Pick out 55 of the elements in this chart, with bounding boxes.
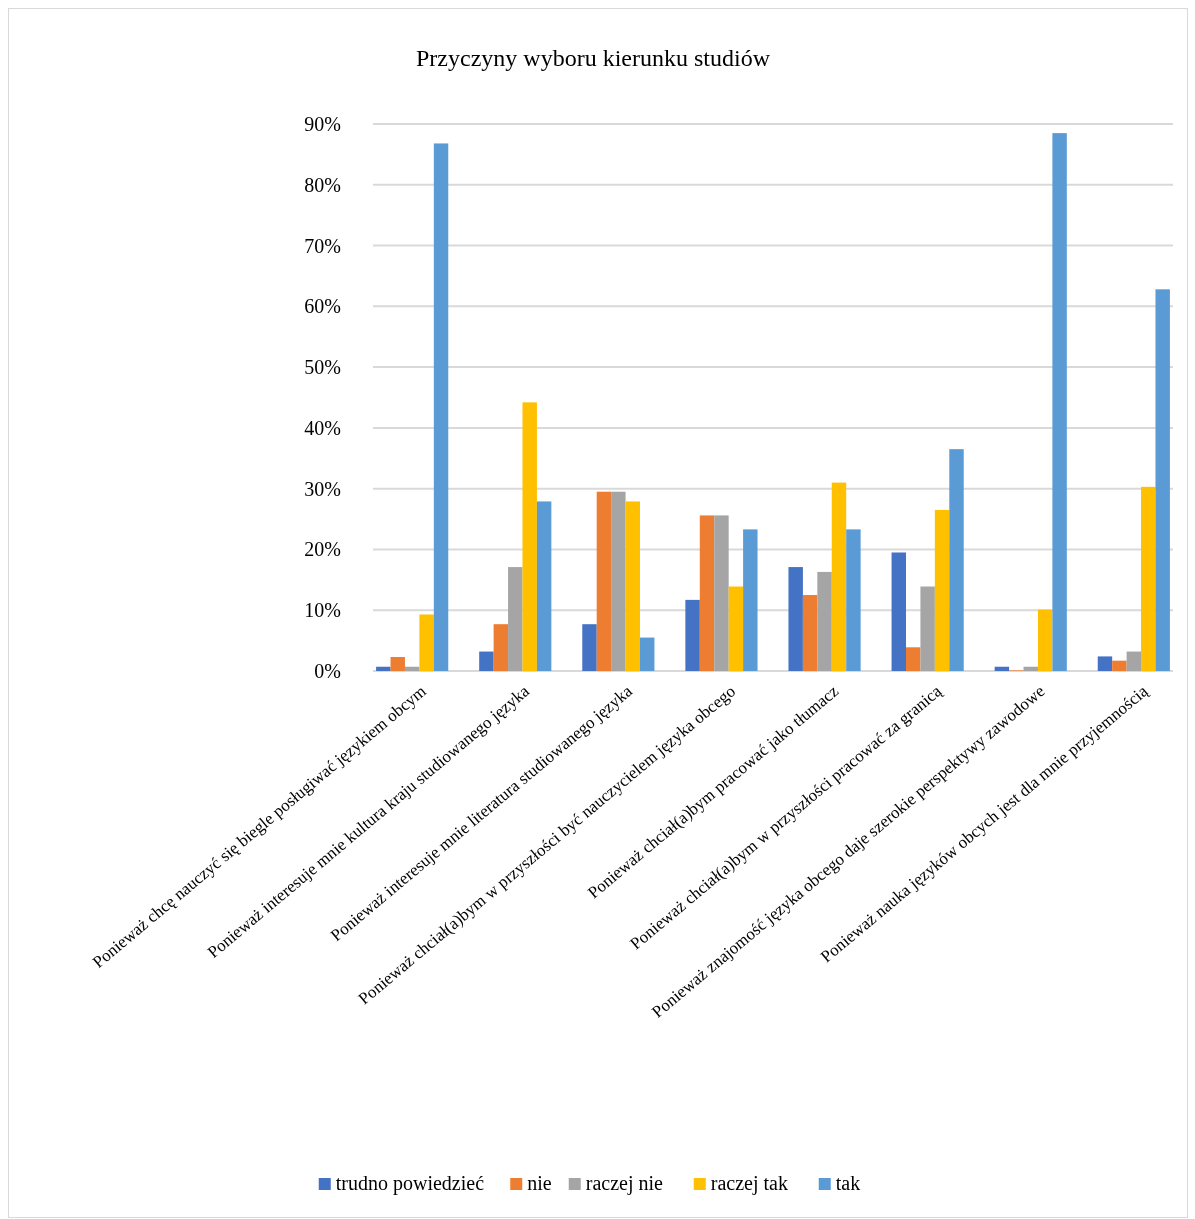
bar: [479, 651, 494, 671]
legend-label: raczej nie: [585, 1172, 664, 1195]
bar: [949, 449, 964, 671]
y-tick-label: 30%: [304, 477, 341, 500]
bar: [596, 491, 612, 671]
bar: [1141, 486, 1156, 671]
y-tick-label: 0%: [314, 660, 341, 682]
bar: [522, 402, 537, 671]
bar: [1023, 666, 1038, 671]
bar: [611, 491, 626, 671]
bar: [1126, 651, 1142, 671]
legend-label: raczej tak: [710, 1172, 788, 1195]
bar: [640, 637, 655, 671]
bar: [1155, 289, 1170, 671]
bar: [743, 529, 758, 671]
bar: [1052, 133, 1067, 671]
bar: [536, 501, 552, 671]
bar: [788, 567, 803, 671]
bar: [433, 143, 449, 671]
bar: [625, 501, 641, 671]
y-tick-label: 80%: [304, 173, 341, 196]
bar: [831, 482, 847, 671]
chart-title: Przyczyny wyboru kierunku studiów: [416, 45, 771, 71]
bar: [699, 515, 715, 671]
bar: [376, 666, 391, 671]
legend-label: trudno powiedzieć: [335, 1172, 485, 1195]
y-tick-label: 20%: [304, 538, 341, 561]
bar: [508, 567, 523, 671]
bar: [817, 571, 832, 671]
y-tick-label: 60%: [304, 295, 341, 318]
bar: [685, 599, 700, 671]
bar: [419, 614, 434, 671]
bar: [404, 666, 420, 671]
y-tick-label: 40%: [304, 416, 341, 439]
bar: [934, 509, 950, 671]
bar: [905, 647, 921, 671]
legend-label: nie: [527, 1172, 552, 1194]
y-tick-label: 90%: [304, 113, 341, 135]
bar: [1112, 660, 1127, 671]
bar: [582, 624, 597, 671]
bar: [802, 595, 818, 671]
bar: [728, 586, 744, 671]
bar: [390, 657, 405, 671]
bar: [846, 529, 861, 671]
y-tick-label: 10%: [304, 599, 341, 622]
bar: [1097, 656, 1113, 671]
legend-label: tak: [835, 1172, 861, 1194]
bar: [714, 515, 729, 671]
y-tick-label: 70%: [304, 234, 341, 257]
bar: [891, 552, 906, 671]
y-tick-label: 50%: [304, 356, 341, 379]
bar: [1037, 609, 1053, 671]
bar: [994, 666, 1010, 671]
bar: [920, 586, 935, 671]
bar: [493, 624, 509, 671]
